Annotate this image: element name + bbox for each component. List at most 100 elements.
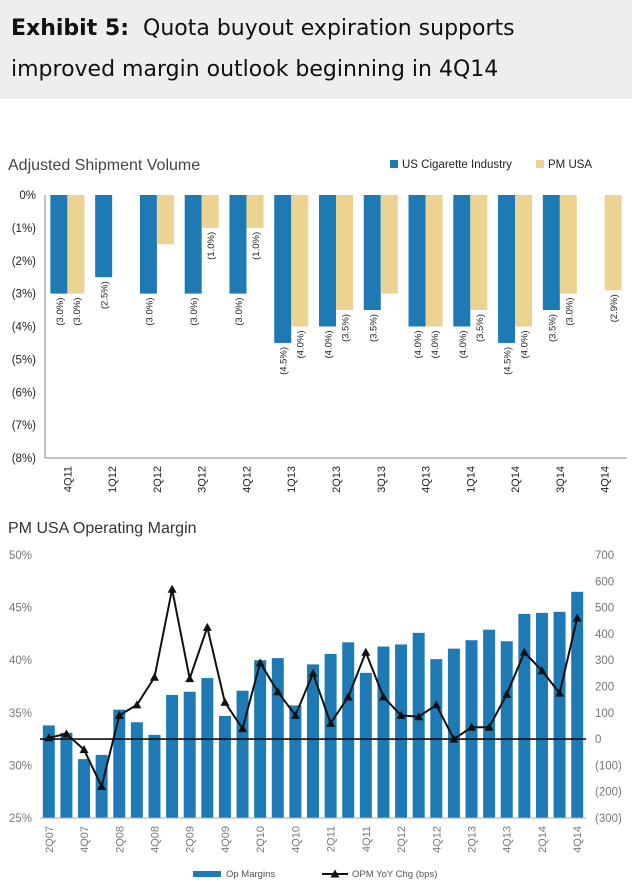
x-tick-label: 2Q10: [255, 826, 267, 853]
x-tick-label: 4Q11: [62, 466, 74, 492]
pm-usa-data-label: (4.0%): [520, 331, 531, 359]
y-tick-label: (5%): [12, 354, 36, 366]
opm-yoy-marker: [185, 674, 195, 683]
x-tick-label: 4Q07: [79, 826, 91, 853]
x-tick-label: 2Q09: [185, 826, 197, 853]
x-tick-label: 4Q10: [290, 826, 302, 853]
op-margin-bar: [201, 678, 214, 818]
op-margin-bar: [395, 644, 408, 818]
y-tick-label: (7%): [12, 420, 36, 432]
pm-usa-data-label: (3.0%): [564, 298, 575, 326]
exhibit-title-1: Quota buyout expiration supports: [143, 16, 515, 41]
y-right-tick-label: 100: [595, 708, 614, 720]
opm-yoy-marker: [132, 700, 142, 709]
chart-title: Adjusted Shipment Volume: [8, 157, 200, 174]
pm-usa-bar: [425, 195, 443, 327]
y-tick-label: (8%): [12, 453, 36, 465]
exhibit-title-line-2: improved margin outlook beginning in 4Q1…: [11, 57, 498, 82]
industry-data-label: (3.0%): [234, 298, 245, 326]
legend-swatch-0: [390, 160, 398, 168]
opm-yoy-marker: [220, 697, 230, 706]
x-tick-label: 4Q11: [361, 826, 373, 852]
op-margin-bar: [148, 734, 161, 818]
y-left-tick-label: 45%: [9, 603, 32, 615]
opm-yoy-marker: [149, 672, 159, 681]
x-tick-label: 1Q12: [107, 466, 119, 493]
y-tick-label: (1%): [12, 223, 36, 235]
opm-yoy-marker: [326, 718, 336, 727]
industry-bar: [542, 195, 560, 311]
op-margin-bar: [518, 613, 531, 818]
op-margin-bar: [359, 672, 372, 818]
op-margin-bar: [535, 612, 548, 818]
op-margin-bar: [500, 641, 513, 818]
pm-usa-bar: [156, 195, 174, 245]
x-tick-label: 4Q09: [220, 826, 232, 853]
op-margin-bar: [324, 653, 337, 818]
opm-yoy-marker: [343, 692, 353, 701]
industry-bar: [95, 195, 113, 278]
industry-data-label: (4.5%): [279, 347, 290, 375]
legend-label-bars: Op Margins: [226, 869, 275, 880]
industry-bar: [453, 195, 471, 327]
pm-usa-bar: [291, 195, 309, 327]
x-tick-label: 2Q13: [331, 466, 343, 493]
opm-yoy-marker: [255, 658, 265, 667]
opm-yoy-marker: [502, 689, 512, 698]
x-tick-label: 1Q13: [286, 466, 298, 493]
x-tick-label: 4Q12: [431, 826, 443, 853]
x-tick-label: 3Q13: [376, 466, 388, 493]
x-tick-label: 3Q12: [197, 466, 209, 493]
y-right-tick-label: (300): [595, 813, 622, 825]
x-tick-label: 4Q14: [572, 826, 584, 853]
x-tick-label: 4Q12: [241, 466, 253, 493]
industry-bar: [319, 195, 336, 327]
x-tick-label: 4Q13: [502, 826, 514, 853]
y-right-tick-label: 600: [595, 576, 614, 588]
exhibit-label: Exhibit 5:: [11, 16, 129, 41]
op-margin-bar: [183, 691, 196, 818]
industry-data-label: (4.0%): [324, 331, 335, 359]
x-tick-label: 2Q07: [44, 826, 56, 853]
op-margin-bar: [307, 664, 319, 818]
y-right-tick-label: 200: [595, 682, 614, 694]
opm-yoy-marker: [202, 622, 212, 631]
y-right-tick-label: (100): [595, 760, 622, 772]
opm-yoy-marker: [449, 734, 459, 743]
opm-yoy-marker: [114, 710, 124, 719]
op-margin-bar: [130, 722, 143, 818]
op-margin-bar: [289, 705, 302, 818]
x-tick-label: 4Q08: [149, 826, 161, 853]
y-tick-label: (6%): [12, 387, 36, 399]
x-tick-label: 2Q12: [396, 826, 408, 853]
industry-bar: [408, 195, 426, 327]
industry-data-label: (3.0%): [55, 298, 66, 326]
x-tick-label: 4Q14: [600, 466, 612, 493]
industry-data-label: (4.0%): [458, 331, 469, 359]
pm-usa-bar: [470, 195, 488, 311]
opm-yoy-marker: [414, 712, 424, 721]
opm-yoy-marker: [361, 647, 371, 656]
pm-usa-data-label: (3.5%): [475, 314, 486, 342]
legend-swatch-bars: [193, 871, 221, 877]
opm-yoy-marker: [537, 666, 547, 675]
pm-usa-data-label: (1.0%): [251, 232, 262, 260]
opm-yoy-marker: [308, 668, 318, 677]
opm-yoy-marker: [79, 745, 89, 754]
industry-bar: [184, 195, 202, 294]
opm-yoy-marker: [290, 710, 300, 719]
industry-data-label: (4.5%): [503, 347, 514, 375]
y-right-tick-label: 700: [595, 550, 614, 562]
op-margin-bar: [447, 648, 460, 818]
industry-data-label: (3.5%): [368, 314, 379, 342]
pm-usa-bar: [559, 195, 577, 294]
y-tick-label: (4%): [12, 322, 36, 334]
operating-margin-chart: PM USA Operating Margin 50% 45% 40% 35% 30% 25…: [8, 520, 622, 880]
op-margin-bar: [271, 658, 284, 818]
op-margin-bar: [377, 646, 390, 818]
op-margin-bar: [42, 725, 55, 818]
op-margin-bar: [166, 694, 179, 818]
x-tick-label: 4Q13: [421, 466, 433, 493]
pm-usa-bar: [604, 195, 622, 291]
opm-yoy-marker: [484, 722, 494, 731]
